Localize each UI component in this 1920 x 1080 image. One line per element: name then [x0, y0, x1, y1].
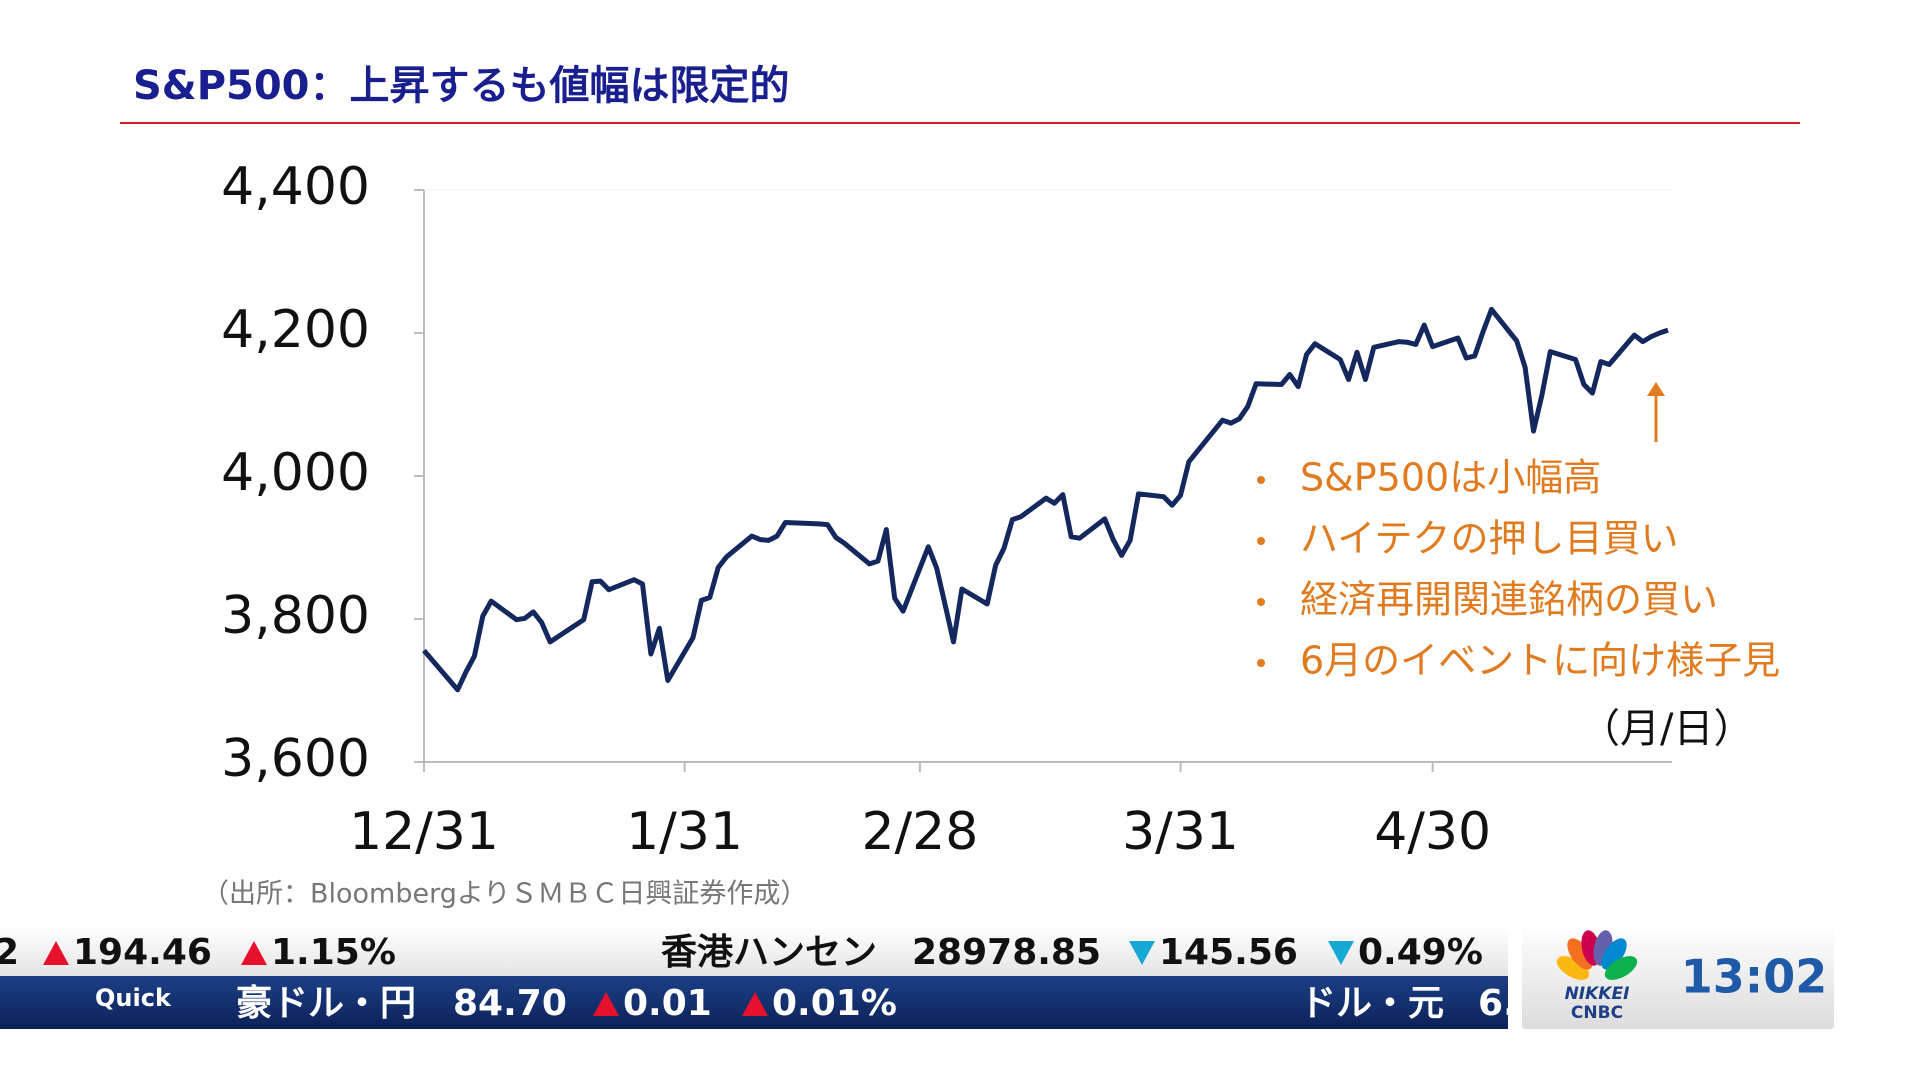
y-tick-label: 4,200 — [221, 300, 370, 360]
ticker-text: 0.49% — [1358, 932, 1483, 973]
ticker-item: Quick — [95, 985, 171, 1010]
data-line — [422, 306, 1669, 693]
chart: S&P500：上昇するも値幅は限定的 （月/日） （出所：Bloombergより… — [120, 63, 1800, 910]
y-tick-label: 4,000 — [221, 443, 370, 503]
ticker-text: ドル・元 — [1300, 983, 1445, 1024]
logo-graphic: NIKKEI CNBC 13:02 — [1556, 930, 1827, 1023]
logo-brand: CNBC — [1571, 1003, 1623, 1023]
x-tick-label: 12/31 — [349, 802, 499, 862]
bullet — [1257, 537, 1265, 545]
ticker-item: 6. — [1478, 985, 1508, 1022]
x-unit-label: （月/日） — [1580, 706, 1753, 752]
x-tick-label: 1/31 — [626, 802, 743, 862]
peacock — [1556, 930, 1638, 980]
channel-logo: NIKKEI CNBC 13:02 — [1522, 924, 1834, 1029]
ticker-text: 香港ハンセン — [661, 932, 878, 973]
y-tick-label: 4,400 — [221, 157, 370, 217]
change-arrow — [43, 941, 69, 965]
ticker-text: 6. — [1478, 983, 1508, 1024]
change-arrow — [1328, 941, 1354, 965]
ticker-text: 145.56 — [1159, 932, 1298, 973]
ticker-text: Quick — [95, 984, 171, 1012]
ticker-text: 28978.85 — [912, 932, 1102, 973]
annotation: S&P500は小幅高 — [1300, 456, 1601, 500]
bullet — [1257, 598, 1265, 606]
ticker-item: 香港ハンセン — [661, 934, 877, 971]
ticker-text: 194.46 — [73, 932, 212, 973]
ticker-item: 84.70 — [453, 985, 567, 1022]
annotation: 経済再開関連銘柄の買い — [1300, 578, 1718, 622]
x-tick-label: 4/30 — [1374, 802, 1491, 862]
ticker-text: 1.15% — [271, 932, 396, 973]
x-tick-label: 2/28 — [862, 802, 979, 862]
ticker-item: 0.01 — [593, 985, 712, 1022]
ticker-item: ドル・元 — [1300, 985, 1444, 1022]
arrow-head — [1647, 382, 1665, 396]
y-tick-label: 3,600 — [221, 729, 370, 789]
ticker-item: 0.01% — [742, 985, 897, 1022]
ticker-text: 0.01 — [623, 983, 712, 1024]
ticker-item: 豪ドル・円 — [236, 985, 416, 1022]
change-arrow — [1129, 941, 1155, 965]
x-tick-label: 3/31 — [1122, 802, 1239, 862]
change-arrow — [593, 992, 619, 1016]
ticker-text: 2 — [0, 932, 20, 973]
ticker-item: 28978.85 — [912, 934, 1101, 971]
ticker-text: 0.01% — [772, 983, 897, 1024]
ticker-item: 2 — [0, 934, 19, 971]
clock: 13:02 — [1681, 950, 1827, 1004]
annotation: ハイテクの押し目買い — [1300, 517, 1678, 561]
ticker-item: 145.56 — [1129, 934, 1298, 971]
ticker-text: 84.70 — [453, 983, 567, 1024]
chart-title: S&P500：上昇するも値幅は限定的 — [133, 63, 790, 109]
change-arrow — [742, 992, 768, 1016]
bullet — [1257, 476, 1265, 484]
ticker-row: Quick 豪ドル・円 84.70 0.01 0.01% ドル・元 6. — [0, 976, 1508, 1029]
ticker-item: 1.15% — [241, 934, 396, 971]
change-arrow — [241, 941, 267, 965]
y-tick-label: 3,800 — [221, 586, 370, 646]
annotation: 6月のイベントに向け様子見 — [1300, 639, 1780, 683]
source-note: （出所：BloombergよりＳＭＢＣ日興証券作成） — [202, 879, 807, 910]
ticker-item: 194.46 — [43, 934, 212, 971]
logo-brand: NIKKEI — [1565, 984, 1630, 1004]
ticker-item: 0.49% — [1328, 934, 1483, 971]
ticker-text: 豪ドル・円 — [236, 983, 417, 1024]
ticker-row: 2 194.46 1.15% 香港ハンセン 28978.85 145.56 0.49% — [0, 927, 1508, 976]
bullet — [1257, 659, 1265, 667]
